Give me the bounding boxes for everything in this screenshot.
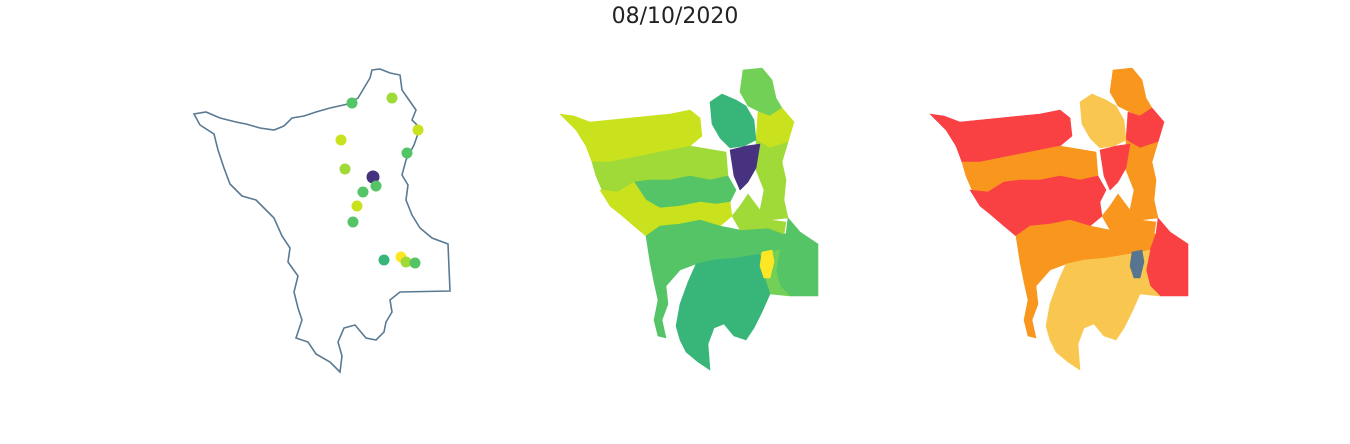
station-point xyxy=(339,163,351,175)
station-point xyxy=(378,254,390,266)
station-point xyxy=(357,186,369,198)
station-point xyxy=(400,256,412,268)
viridis-choropleth xyxy=(550,50,850,380)
station-point xyxy=(386,92,398,104)
map-region xyxy=(1099,143,1131,191)
map-region xyxy=(1125,139,1159,221)
station-point xyxy=(346,97,358,109)
station-point xyxy=(412,124,424,136)
risk-choropleth xyxy=(920,50,1220,380)
map-region xyxy=(709,93,757,149)
station-point xyxy=(351,200,363,212)
points-map xyxy=(180,50,480,380)
station-point xyxy=(409,257,421,269)
station-point xyxy=(401,147,413,159)
points-layer xyxy=(335,92,424,269)
map-region xyxy=(1045,253,1141,371)
risk-regions xyxy=(929,67,1189,371)
station-point xyxy=(370,180,382,192)
viridis-regions xyxy=(559,67,819,371)
map-region xyxy=(729,143,761,191)
station-point xyxy=(366,170,380,184)
map-region xyxy=(675,253,771,371)
map-region xyxy=(1079,93,1127,149)
map-region xyxy=(1101,193,1157,235)
map-region xyxy=(1125,107,1165,149)
station-point xyxy=(335,134,347,146)
map-region xyxy=(731,193,787,235)
region-outline xyxy=(192,68,451,374)
points-map-svg xyxy=(192,68,451,374)
viridis-choropleth-svg xyxy=(559,67,819,371)
map-region xyxy=(759,249,775,279)
map-region xyxy=(755,139,789,221)
risk-choropleth-svg xyxy=(929,67,1189,371)
station-point xyxy=(347,216,359,228)
map-region xyxy=(1129,249,1145,279)
figure-title: 08/10/2020 xyxy=(611,4,739,29)
